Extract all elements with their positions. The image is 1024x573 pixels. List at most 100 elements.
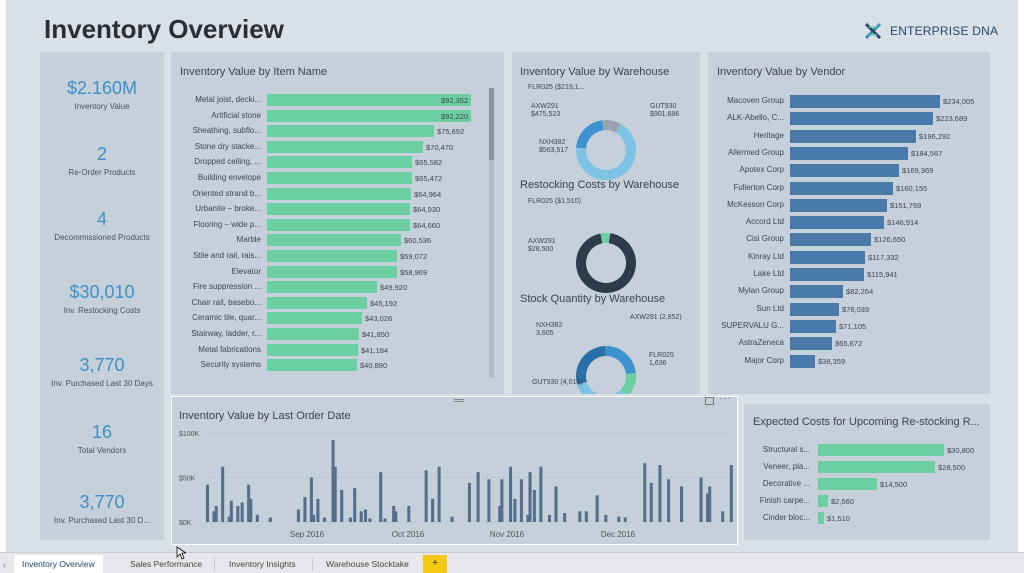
tab-scroll-left-icon[interactable]: ‹: [3, 560, 6, 570]
tab-sales-performance[interactable]: Sales Performance: [130, 559, 203, 569]
restock-expected-bar[interactable]: [818, 512, 824, 524]
item-name-bar[interactable]: [267, 125, 434, 138]
vendor-bar[interactable]: [790, 319, 836, 333]
stock-qty-slice[interactable]: [576, 346, 607, 385]
order-date-bar[interactable]: [364, 509, 368, 522]
order-date-bar[interactable]: [680, 486, 684, 522]
order-date-bar[interactable]: [708, 486, 712, 522]
vendor-bar[interactable]: [790, 337, 832, 351]
item-name-bar[interactable]: [267, 140, 423, 153]
order-date-bar[interactable]: [229, 500, 233, 522]
drag-handle-icon[interactable]: [454, 399, 464, 402]
item-name-bar[interactable]: [267, 281, 377, 294]
order-date-bar[interactable]: [214, 505, 218, 522]
item-name-bar[interactable]: [267, 203, 410, 216]
item-name-bar[interactable]: [267, 156, 412, 169]
order-date-bar[interactable]: [331, 440, 335, 522]
order-date-bar[interactable]: [236, 505, 240, 522]
order-date-bar[interactable]: [407, 505, 411, 522]
tab-inventory-insights[interactable]: Inventory Insights: [229, 559, 296, 569]
vendor-bar[interactable]: [790, 216, 884, 230]
scrollbar-thumb[interactable]: [489, 88, 494, 160]
item-name-bar[interactable]: [267, 187, 411, 200]
order-date-bar[interactable]: [437, 466, 441, 522]
warehouse-value-slice[interactable]: [576, 120, 604, 149]
order-date-bar[interactable]: [699, 477, 703, 523]
vendor-bar[interactable]: [790, 146, 908, 160]
order-date-bar[interactable]: [240, 502, 244, 522]
order-date-bar[interactable]: [578, 511, 582, 522]
warehouse-panel[interactable]: Inventory Value by Warehouse Restocking …: [512, 52, 700, 394]
order-date-bar[interactable]: [649, 482, 653, 522]
vendor-bar[interactable]: [790, 181, 893, 195]
kpi-panel[interactable]: $2.160M Inventory Value 2 Re-Order Produ…: [40, 52, 164, 540]
order-date-bar[interactable]: [526, 514, 530, 522]
order-date-bar[interactable]: [667, 479, 671, 522]
order-date-bar[interactable]: [604, 514, 608, 522]
order-date-bar[interactable]: [221, 466, 225, 522]
order-date-bar[interactable]: [379, 472, 383, 522]
restocking-slice[interactable]: [576, 233, 636, 293]
last-order-date-panel[interactable]: Inventory Value by Last Order Date ··· $…: [171, 393, 738, 545]
vendor-bar[interactable]: [790, 164, 899, 178]
order-date-bar[interactable]: [309, 477, 313, 523]
item-name-chart-panel[interactable]: Inventory Value by Item Name Metal joist…: [171, 52, 504, 394]
order-date-bar[interactable]: [392, 505, 396, 522]
item-name-bar[interactable]: [267, 109, 471, 122]
warehouse-value-slice[interactable]: [605, 124, 636, 180]
restock-expected-bar[interactable]: [818, 478, 877, 490]
order-date-bar[interactable]: [303, 497, 307, 522]
order-date-bar[interactable]: [359, 511, 363, 522]
focus-mode-icon[interactable]: [705, 397, 714, 405]
restock-expected-panel[interactable]: Expected Costs for Upcoming Re-stocking …: [744, 404, 990, 540]
order-date-bar[interactable]: [394, 511, 398, 522]
order-date-bar[interactable]: [617, 516, 621, 522]
vendor-bar[interactable]: [790, 233, 871, 247]
item-name-bar[interactable]: [267, 359, 357, 372]
item-name-bar[interactable]: [267, 312, 362, 325]
stock-qty-slice[interactable]: [577, 381, 625, 394]
vendor-bar[interactable]: [790, 112, 933, 126]
order-date-bar[interactable]: [554, 486, 558, 522]
vendor-bar[interactable]: [790, 250, 865, 264]
vendor-bar[interactable]: [790, 95, 940, 108]
add-page-button[interactable]: +: [423, 555, 447, 573]
item-name-bar[interactable]: [267, 296, 367, 309]
item-name-bar[interactable]: [267, 265, 397, 278]
order-date-bar[interactable]: [729, 465, 733, 522]
order-date-bar[interactable]: [467, 482, 471, 522]
item-name-bar[interactable]: [267, 343, 358, 356]
order-date-bar[interactable]: [368, 518, 372, 522]
order-date-bar[interactable]: [348, 517, 352, 522]
tab-inventory-overview[interactable]: Inventory Overview: [14, 555, 103, 573]
order-date-bar[interactable]: [255, 514, 259, 522]
scrollbar-track[interactable]: [489, 88, 494, 378]
order-date-bar[interactable]: [476, 472, 480, 522]
order-date-bar[interactable]: [563, 513, 567, 522]
restock-expected-bar[interactable]: [818, 444, 944, 456]
order-date-bar[interactable]: [247, 484, 251, 522]
order-date-bar[interactable]: [340, 489, 344, 522]
order-date-bar[interactable]: [383, 518, 387, 522]
restock-expected-bar[interactable]: [818, 495, 828, 507]
item-name-bar[interactable]: [267, 94, 471, 106]
order-date-bar[interactable]: [658, 465, 662, 522]
stock-qty-slice[interactable]: [605, 346, 636, 375]
item-name-bar[interactable]: [267, 234, 401, 247]
order-date-bar[interactable]: [227, 516, 231, 522]
order-date-bar[interactable]: [623, 517, 627, 522]
vendor-chart-panel[interactable]: Inventory Value by Vendor Macoven Group $…: [708, 52, 990, 394]
vendor-bar[interactable]: [790, 129, 916, 143]
order-date-bar[interactable]: [450, 516, 454, 522]
item-name-bar[interactable]: [267, 172, 412, 184]
order-date-bar[interactable]: [513, 498, 517, 522]
order-date-bar[interactable]: [528, 472, 532, 522]
order-date-bar[interactable]: [431, 498, 435, 522]
order-date-bar[interactable]: [249, 498, 253, 522]
order-date-bar[interactable]: [509, 466, 513, 522]
order-date-bar[interactable]: [206, 484, 210, 522]
order-date-bar[interactable]: [353, 488, 357, 522]
order-date-bar[interactable]: [584, 511, 588, 522]
warehouse-value-slice[interactable]: [602, 120, 621, 133]
order-date-bar[interactable]: [595, 495, 599, 522]
